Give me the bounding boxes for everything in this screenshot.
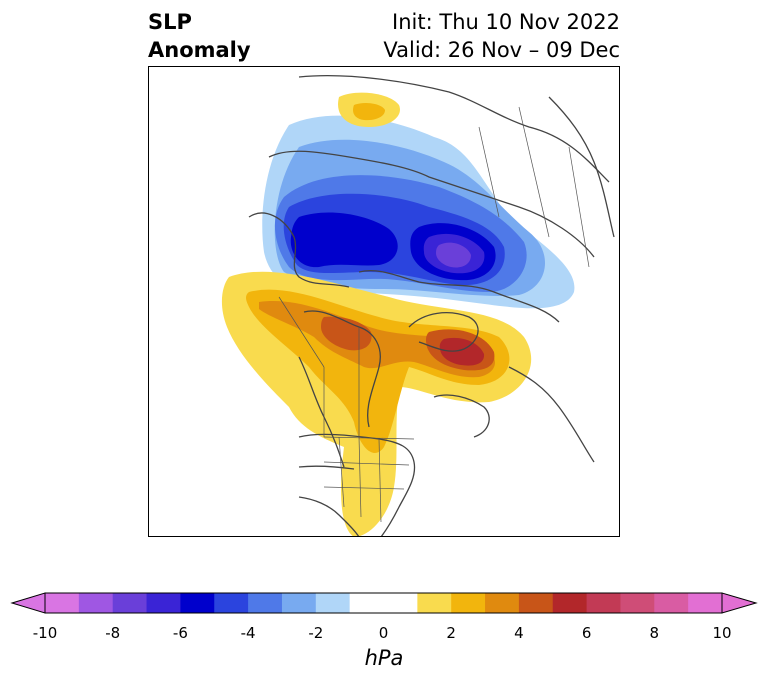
map-svg bbox=[222, 75, 615, 536]
colorbar-tick-label: 0 bbox=[378, 624, 389, 642]
colorbar-tick-label: -6 bbox=[172, 624, 188, 642]
colorbar-cells bbox=[44, 592, 723, 614]
colorbar-cell bbox=[112, 593, 148, 613]
colorbar-min-arrow bbox=[10, 592, 46, 614]
colorbar-cell bbox=[180, 593, 215, 613]
colorbar-cell bbox=[248, 593, 283, 613]
political-borders bbox=[278, 106, 590, 523]
colorbar-tick-label: 10 bbox=[712, 624, 732, 642]
colorbar-cell bbox=[417, 593, 452, 613]
colorbar-cell bbox=[383, 593, 418, 613]
map-title: SLP Anomaly bbox=[148, 8, 251, 64]
colorbar bbox=[10, 592, 758, 614]
colorbar-tick-label: -8 bbox=[105, 624, 121, 642]
colorbar-cell bbox=[688, 593, 723, 613]
colorbar-cell bbox=[45, 593, 80, 613]
colorbar-cell bbox=[552, 593, 588, 613]
colorbar-cell bbox=[485, 593, 520, 613]
positive-anomaly-region bbox=[222, 92, 532, 536]
colorbar-cell bbox=[654, 593, 689, 613]
colorbar-tick-label: 4 bbox=[514, 624, 524, 642]
colorbar-cell bbox=[78, 593, 114, 613]
colorbar-cell bbox=[620, 593, 655, 613]
colorbar-cell bbox=[349, 593, 384, 613]
colorbar-cell bbox=[451, 593, 486, 613]
colorbar-cell bbox=[315, 593, 351, 613]
colorbar-cell bbox=[146, 593, 181, 613]
init-date: Init: Thu 10 Nov 2022 bbox=[392, 10, 620, 34]
colorbar-tick-label: 6 bbox=[581, 624, 592, 642]
title-line-2: Anomaly bbox=[148, 38, 251, 62]
colorbar-tick-label: -2 bbox=[308, 624, 324, 642]
colorbar-cell bbox=[518, 593, 554, 613]
colorbar-cell bbox=[281, 593, 317, 613]
colorbar-unit: hPa bbox=[364, 646, 404, 670]
colorbar-tick-label: 8 bbox=[649, 624, 660, 642]
colorbar-tick-label: -4 bbox=[240, 624, 256, 642]
colorbar-tick-label: 2 bbox=[446, 624, 456, 642]
colorbar-tick-label: -10 bbox=[32, 624, 58, 642]
forecast-dates: Init: Thu 10 Nov 2022 Valid: 26 Nov – 09… bbox=[383, 8, 620, 64]
negative-anomaly-region bbox=[262, 115, 575, 309]
anomaly-map bbox=[148, 66, 620, 537]
colorbar-cell bbox=[586, 593, 621, 613]
title-line-1: SLP bbox=[148, 10, 192, 34]
colorbar-max-arrow bbox=[721, 592, 758, 614]
valid-range: Valid: 26 Nov – 09 Dec bbox=[383, 38, 620, 62]
colorbar-cell bbox=[214, 593, 249, 613]
